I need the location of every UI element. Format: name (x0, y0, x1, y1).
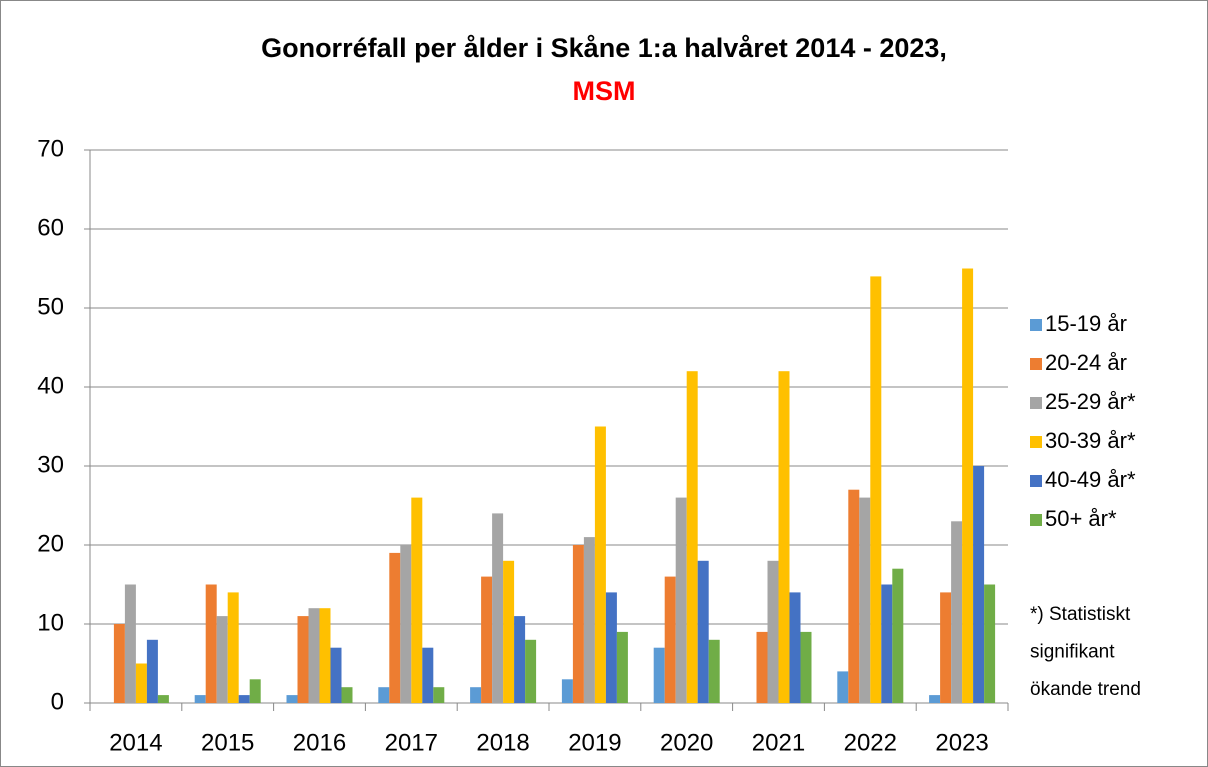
x-tick-label: 2018 (476, 729, 529, 756)
bar (400, 545, 412, 703)
bar (653, 647, 665, 703)
bar (238, 695, 250, 703)
bar (492, 513, 504, 703)
legend-swatch (1030, 475, 1042, 487)
legend-label: 30-39 år* (1045, 428, 1136, 453)
y-tick-label: 60 (37, 214, 64, 241)
bar (675, 497, 687, 703)
bar (514, 616, 526, 703)
y-tick-label: 20 (37, 530, 64, 557)
bar (470, 687, 482, 703)
bar (800, 631, 812, 703)
bar (837, 671, 849, 703)
bar (216, 616, 228, 703)
bar (767, 560, 779, 703)
bar (756, 631, 768, 703)
annotation: signifikant (1030, 642, 1115, 663)
bar (870, 276, 882, 703)
bar (113, 624, 125, 703)
legend-label: 40-49 år* (1045, 467, 1136, 492)
bar (561, 679, 573, 703)
bar (227, 592, 239, 703)
bar (378, 687, 390, 703)
bar (962, 268, 974, 703)
bar (297, 616, 309, 703)
bar (929, 695, 941, 703)
legend-label: 25-29 år* (1045, 389, 1136, 414)
bar (984, 584, 996, 703)
bar (389, 552, 401, 703)
x-tick-label: 2015 (201, 729, 254, 756)
bar (411, 497, 423, 703)
bar (951, 521, 963, 703)
bar (249, 679, 261, 703)
bar (892, 568, 904, 703)
y-tick-label: 10 (37, 609, 64, 636)
bar (308, 608, 320, 703)
bar (881, 584, 893, 703)
legend-label: 15-19 år (1045, 311, 1127, 336)
legend-label: 50+ år* (1045, 506, 1117, 531)
bar (664, 576, 676, 703)
y-tick-label: 50 (37, 293, 64, 320)
legend-swatch (1030, 319, 1042, 331)
x-tick-label: 2014 (109, 729, 162, 756)
bar (572, 545, 584, 703)
bar (583, 537, 595, 703)
bar (146, 639, 158, 703)
bar (319, 608, 331, 703)
bar (330, 647, 342, 703)
bar (940, 592, 952, 703)
bar (194, 695, 206, 703)
bar (124, 584, 136, 703)
x-tick-label: 2020 (660, 729, 713, 756)
annotation: *) Statistiskt (1030, 604, 1131, 625)
x-tick-label: 2016 (293, 729, 346, 756)
bar (778, 371, 790, 703)
legend-label: 20-24 år (1045, 350, 1127, 375)
legend-swatch (1030, 514, 1042, 526)
x-tick-label: 2019 (568, 729, 621, 756)
bar (205, 584, 217, 703)
annotation: ökande trend (1030, 679, 1141, 700)
y-tick-label: 70 (37, 135, 64, 162)
chart-subtitle: MSM (573, 76, 636, 106)
bar (594, 426, 606, 703)
bar (157, 695, 169, 703)
bar (605, 592, 617, 703)
bar (789, 592, 801, 703)
y-tick-label: 0 (51, 688, 64, 715)
x-tick-label: 2017 (385, 729, 438, 756)
y-tick-label: 30 (37, 451, 64, 478)
bar (286, 695, 298, 703)
bar (503, 560, 515, 703)
bar (422, 647, 434, 703)
legend-swatch (1030, 397, 1042, 409)
bar (708, 639, 720, 703)
bar (973, 466, 985, 703)
bar (341, 687, 353, 703)
bar (433, 687, 445, 703)
x-tick-label: 2022 (844, 729, 897, 756)
bar (135, 663, 147, 703)
x-tick-label: 2023 (935, 729, 988, 756)
bar (616, 631, 628, 703)
legend-swatch (1030, 358, 1042, 370)
bar (859, 497, 871, 703)
bar (481, 576, 493, 703)
bar (686, 371, 698, 703)
x-tick-label: 2021 (752, 729, 805, 756)
y-tick-label: 40 (37, 372, 64, 399)
bar (848, 489, 860, 703)
bar (697, 560, 709, 703)
legend-swatch (1030, 436, 1042, 448)
bar (525, 639, 537, 703)
chart-title: Gonorréfall per ålder i Skåne 1:a halvår… (261, 33, 947, 63)
